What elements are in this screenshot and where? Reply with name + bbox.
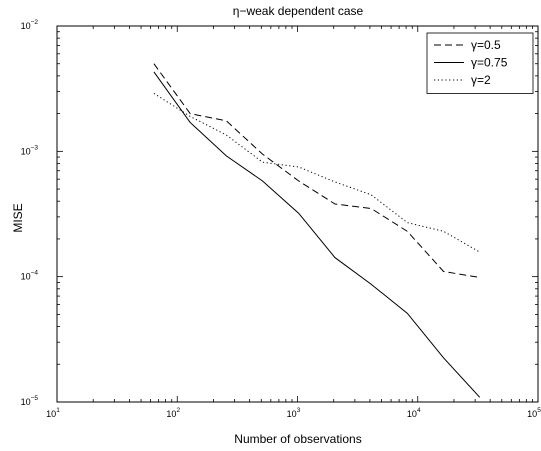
series-line-2 [153,71,481,398]
legend-label-1: γ=0.5 [471,38,501,52]
x-tick-exponent: 1 [56,407,60,414]
x-tick-exponent: 4 [417,407,421,414]
legend-label-3: γ=2 [471,73,491,87]
y-axis-label: MISE [11,203,25,232]
legend-label-2: γ=0.75 [471,56,508,70]
series-line-1 [153,63,480,278]
chart-title: η−weak dependent case [233,4,364,18]
y-tick-exponent: −2 [31,19,39,26]
legend: γ=0.5 γ=0.75 γ=2 [426,32,534,94]
x-tick-exponent: 2 [176,407,180,414]
legend-box [426,32,534,94]
y-tick-exponent: −4 [31,270,39,277]
x-tick-exponent: 3 [297,407,301,414]
x-tick-exponent: 5 [537,407,541,414]
x-axis-label: Number of observations [234,432,361,446]
y-tick-exponent: −5 [31,395,39,402]
y-tick-exponent: −3 [31,144,39,151]
